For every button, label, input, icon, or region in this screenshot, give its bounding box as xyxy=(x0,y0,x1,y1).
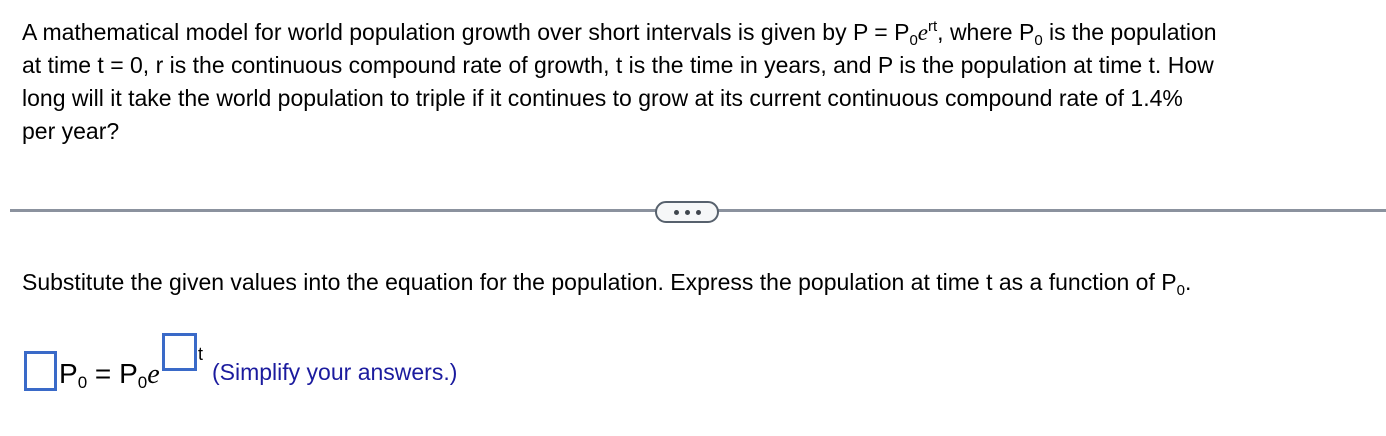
equation-equals: = xyxy=(87,358,120,389)
equation-rhs-subscript: 0 xyxy=(137,373,148,392)
equation-e: e xyxy=(147,359,160,390)
problem-line-2: at time t = 0, r is the continuous compo… xyxy=(22,52,1214,78)
equation-rhs-p: P xyxy=(119,358,138,389)
formula-e: e xyxy=(917,20,928,45)
simplify-hint: (Simplify your answers.) xyxy=(212,359,458,385)
problem-line-1: A mathematical model for world populatio… xyxy=(22,16,1217,49)
problem-text-before-formula: A mathematical model for world populatio… xyxy=(22,19,910,45)
answer-equation: P0 = P0e t (Simplify your answers.) xyxy=(24,333,624,395)
instruction-line: Substitute the given values into the equ… xyxy=(22,266,1191,299)
problem-text-mid: , where P xyxy=(937,19,1035,45)
answer-instruction: Substitute the given values into the equ… xyxy=(22,266,1191,299)
coefficient-answer-input[interactable] xyxy=(24,351,57,391)
formula-subscript-zero: 0 xyxy=(909,32,918,49)
instruction-text: Substitute the given values into the equ… xyxy=(22,269,1177,295)
p0-subscript: 0 xyxy=(1034,32,1043,49)
equation-exponent-t: t xyxy=(198,344,204,364)
problem-line-3: long will it take the world population t… xyxy=(22,85,1183,111)
equation-lhs-p: P xyxy=(59,358,78,389)
equation-lhs-subscript: 0 xyxy=(77,373,88,392)
problem-statement: A mathematical model for world populatio… xyxy=(22,16,1217,148)
ellipsis-dot xyxy=(673,209,679,215)
problem-line-4: per year? xyxy=(22,118,120,144)
problem-text-after: is the population xyxy=(1042,19,1217,45)
ellipsis-icon xyxy=(673,209,701,215)
equation-text: P0 = P0e xyxy=(59,358,160,392)
instruction-p0-subscript: 0 xyxy=(1176,282,1185,299)
exponent-answer-input[interactable] xyxy=(162,333,197,371)
divider-toggle-button[interactable] xyxy=(655,201,719,223)
ellipsis-dot xyxy=(684,209,690,215)
formula-exponent-rt: rt xyxy=(928,18,938,35)
instruction-period: . xyxy=(1184,269,1192,295)
ellipsis-dot xyxy=(695,209,701,215)
